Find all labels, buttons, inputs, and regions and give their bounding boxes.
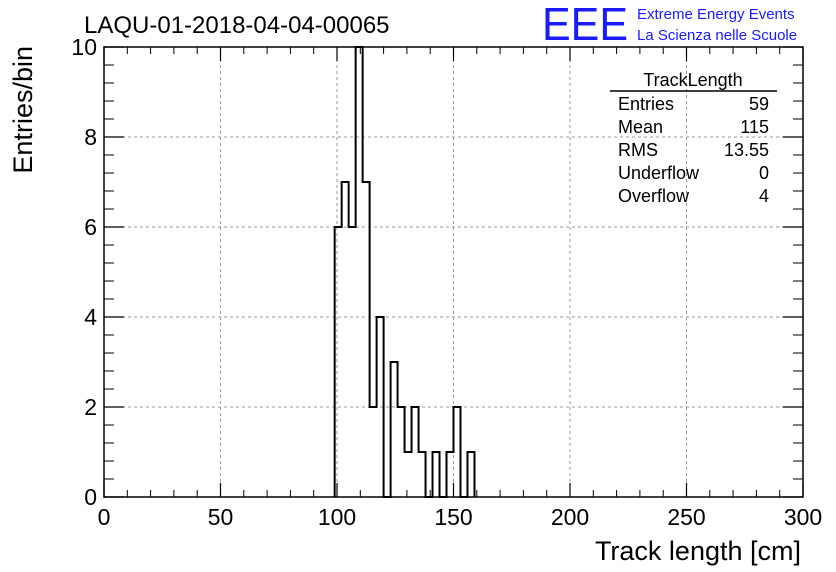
y-tick-labels: 0 2 4 6 8 10 (71, 34, 97, 510)
y-tick-label: 2 (84, 394, 97, 420)
stats-rows: Entries 59 Mean 115 RMS 13.55 Underflow 0 Overfl… (618, 94, 769, 206)
x-tick-label: 0 (98, 504, 111, 530)
stats-label: Mean (618, 117, 663, 137)
histogram-outline (333, 46, 476, 498)
stats-value: 4 (759, 186, 769, 206)
histogram-bin (356, 47, 363, 497)
y-tick-label: 8 (84, 124, 97, 150)
histogram-bin (349, 227, 356, 497)
x-tick-label: 100 (318, 504, 356, 530)
x-tick-labels: 0 50 100 150 200 250 300 (98, 504, 823, 530)
histogram-bin (405, 452, 412, 497)
logo-line-2: La Scienza nelle Scuole (637, 27, 797, 44)
stats-value: 13.55 (724, 140, 769, 160)
histogram-bin (433, 452, 440, 497)
y-tick-label: 4 (84, 304, 97, 330)
y-tick-label: 0 (84, 484, 97, 510)
histogram-bin (398, 407, 405, 497)
stats-value: 59 (749, 94, 769, 114)
chart-title: LAQU-01-2018-04-04-00065 (84, 12, 390, 39)
histogram-bin (335, 227, 342, 497)
stats-label: Overflow (618, 186, 690, 206)
stats-title: TrackLength (643, 70, 742, 90)
stats-label: Underflow (618, 163, 700, 183)
x-tick-label: 250 (667, 504, 705, 530)
histogram-bin (467, 452, 474, 497)
x-tick-label: 300 (784, 504, 822, 530)
y-tick-label: 6 (84, 214, 97, 240)
plot-frame (103, 46, 804, 498)
histogram-bin (454, 407, 461, 497)
histogram-bin (342, 182, 349, 497)
stats-value: 115 (740, 117, 769, 137)
x-tick-label: 150 (434, 504, 472, 530)
histogram-bin (391, 362, 398, 497)
stats-value: 0 (759, 163, 769, 183)
y-tick-label: 10 (71, 34, 97, 60)
stats-label: Entries (618, 94, 674, 114)
histogram-bars (333, 46, 476, 498)
histogram-bin (412, 407, 419, 497)
histogram-bin (370, 407, 377, 497)
y-axis-label: Entries/bin (8, 46, 38, 174)
histogram-bin (377, 317, 384, 497)
histogram-bin (363, 182, 370, 497)
stats-label: RMS (618, 140, 658, 160)
x-tick-label: 50 (208, 504, 234, 530)
logo-line-1: Extreme Energy Events (637, 6, 795, 23)
x-axis-label: Track length [cm] (595, 536, 801, 566)
histogram-bin (447, 452, 454, 497)
x-tick-label: 200 (551, 504, 589, 530)
logo-letters: EEE (542, 0, 628, 50)
histogram-bin (419, 452, 426, 497)
logo: EEE Extreme Energy Events La Scienza nel… (542, 0, 797, 50)
stats-box: TrackLength Entries 59 Mean 115 RMS 13.55 Unde… (610, 70, 777, 206)
